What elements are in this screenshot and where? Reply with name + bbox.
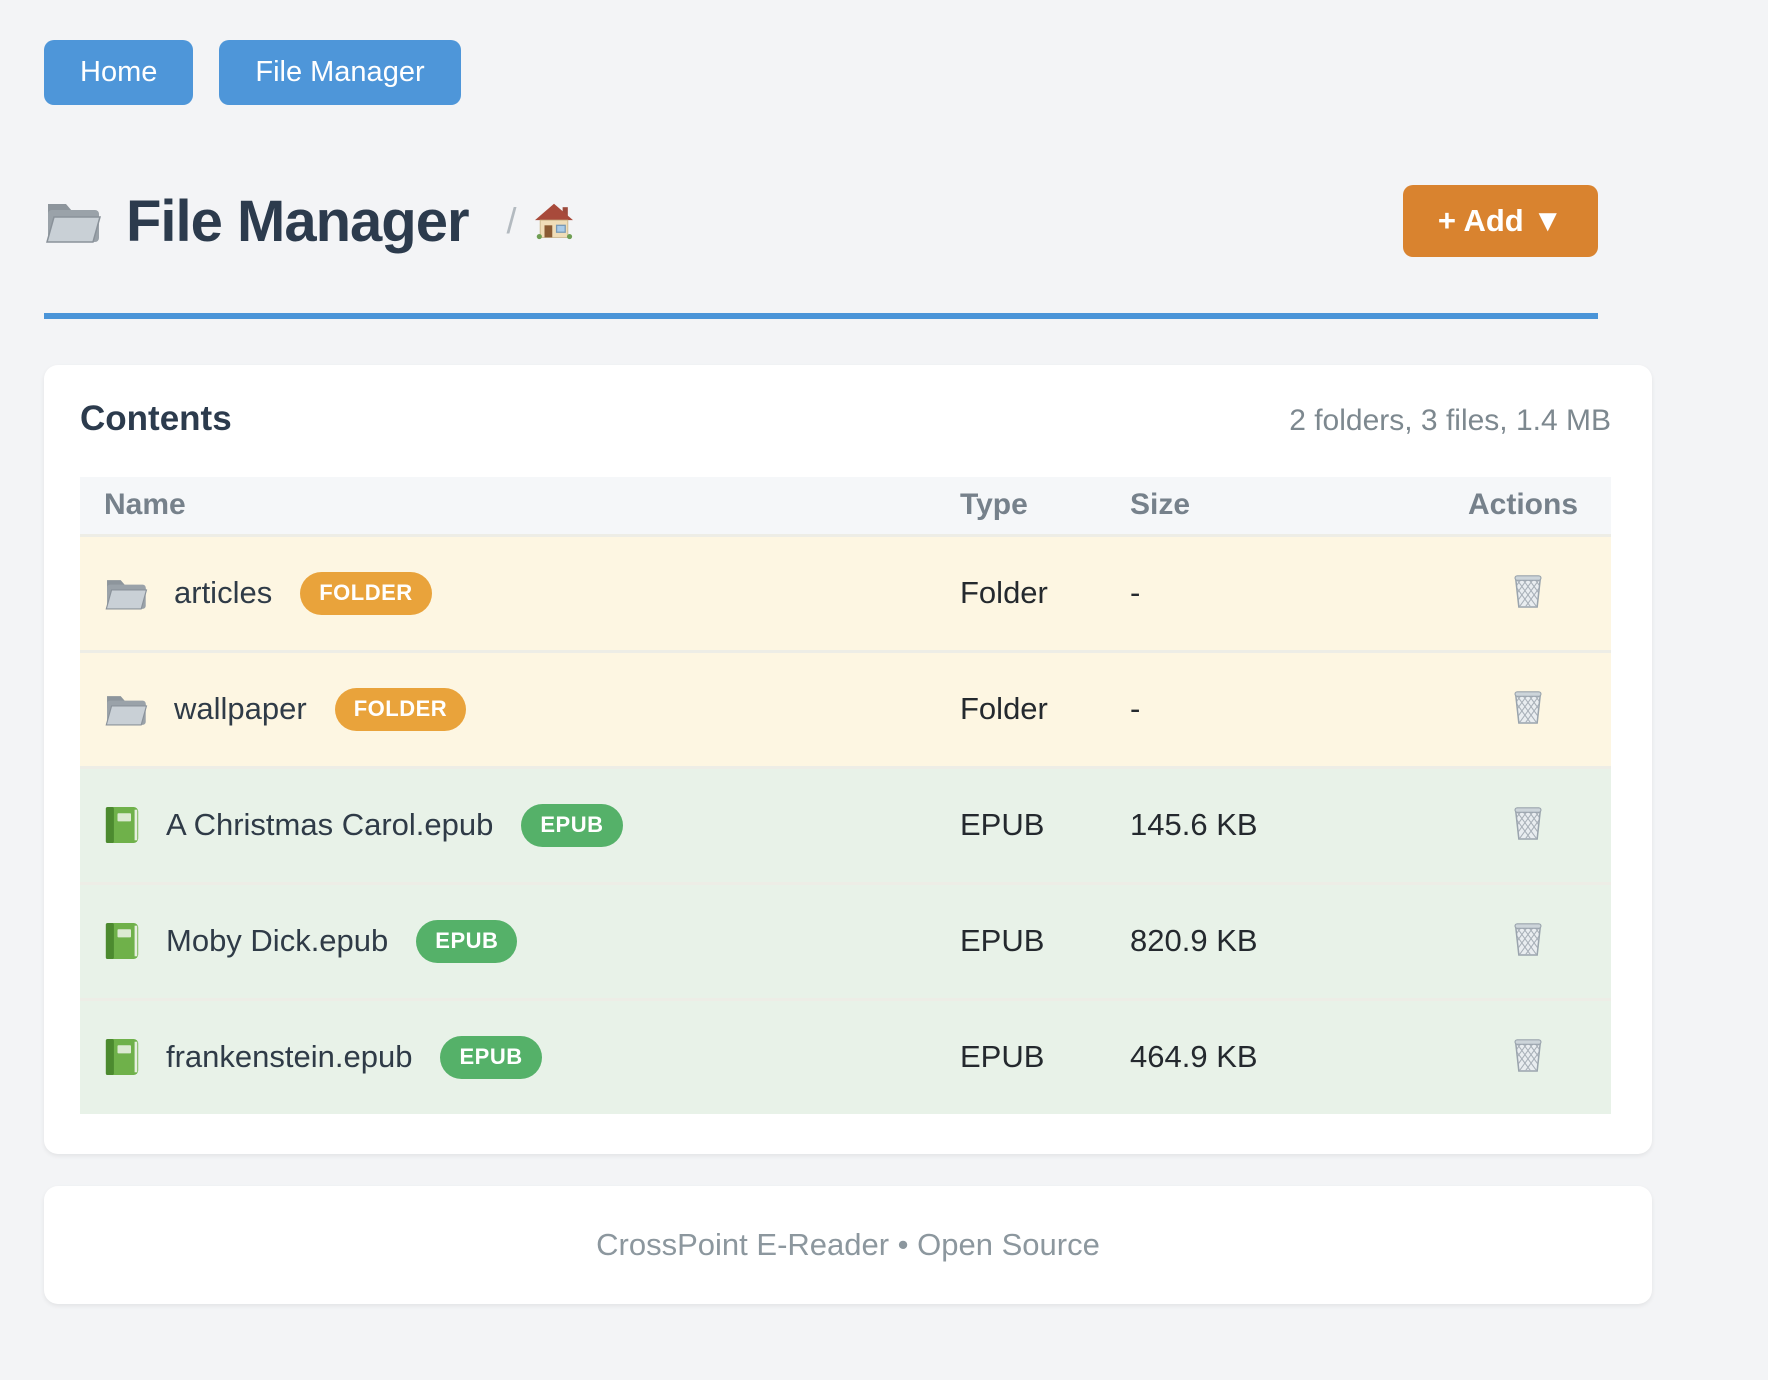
type-badge: EPUB (416, 920, 517, 963)
file-name-link[interactable]: frankenstein.epub (166, 1039, 412, 1075)
actions-cell (1444, 767, 1611, 883)
trash-icon[interactable] (1508, 684, 1548, 730)
contents-card-header: Contents 2 folders, 3 files, 1.4 MB (80, 397, 1611, 441)
table-header-row: Name Type Size Actions (80, 477, 1611, 536)
footer: CrossPoint E-Reader • Open Source (44, 1186, 1652, 1304)
column-header-size: Size (1106, 477, 1444, 536)
trash-icon[interactable] (1508, 800, 1548, 846)
size-cell: 145.6 KB (1106, 767, 1444, 883)
trash-icon[interactable] (1508, 1032, 1548, 1078)
book-icon (104, 805, 140, 845)
table-row: articles FOLDER Folder- (80, 535, 1611, 651)
table-row: Moby Dick.epubEPUBEPUB820.9 KB (80, 883, 1611, 999)
size-cell: 464.9 KB (1106, 999, 1444, 1114)
size-cell: 820.9 KB (1106, 883, 1444, 999)
type-cell: Folder (936, 535, 1106, 651)
file-name-link[interactable]: Moby Dick.epub (166, 923, 388, 959)
folder-icon (44, 196, 102, 246)
table-row: wallpaper FOLDER Folder- (80, 651, 1611, 767)
actions-cell (1444, 883, 1611, 999)
file-name-link[interactable]: articles (174, 575, 272, 611)
folder-icon (104, 574, 148, 612)
book-icon (104, 921, 140, 961)
type-badge: FOLDER (335, 688, 466, 731)
size-cell: - (1106, 535, 1444, 651)
house-icon[interactable] (535, 202, 573, 240)
table-row: frankenstein.epubEPUBEPUB464.9 KB (80, 999, 1611, 1114)
name-cell: Moby Dick.epub EPUB (80, 883, 936, 999)
add-button[interactable]: + Add ▼ (1403, 185, 1598, 257)
page: Home File Manager File Manager / (0, 0, 1768, 1304)
size-cell: - (1106, 651, 1444, 767)
top-nav: Home File Manager (44, 40, 1768, 105)
type-badge: EPUB (440, 1036, 541, 1079)
nav-home-button[interactable]: Home (44, 40, 193, 105)
type-badge: FOLDER (300, 572, 431, 615)
type-badge: EPUB (521, 804, 622, 847)
column-header-actions: Actions (1444, 477, 1611, 536)
title-group: File Manager / (44, 188, 573, 255)
type-cell: EPUB (936, 767, 1106, 883)
contents-card: Contents 2 folders, 3 files, 1.4 MB Name… (44, 365, 1652, 1154)
name-cell: articles FOLDER (80, 535, 936, 651)
page-header: File Manager / + Add ▼ (44, 185, 1598, 319)
name-cell: wallpaper FOLDER (80, 651, 936, 767)
column-header-type: Type (936, 477, 1106, 536)
nav-file-manager-button[interactable]: File Manager (219, 40, 460, 105)
page-title: File Manager (126, 188, 469, 255)
breadcrumb-separator: / (507, 200, 517, 242)
trash-icon[interactable] (1508, 568, 1548, 614)
footer-text: CrossPoint E-Reader • Open Source (596, 1227, 1100, 1263)
actions-cell (1444, 999, 1611, 1114)
file-table: Name Type Size Actions articles FOLDER Fol… (80, 477, 1611, 1114)
contents-summary: 2 folders, 3 files, 1.4 MB (1289, 404, 1611, 438)
type-cell: EPUB (936, 883, 1106, 999)
type-cell: EPUB (936, 999, 1106, 1114)
actions-cell (1444, 651, 1611, 767)
column-header-name: Name (80, 477, 936, 536)
type-cell: Folder (936, 651, 1106, 767)
trash-icon[interactable] (1508, 916, 1548, 962)
name-cell: A Christmas Carol.epub EPUB (80, 767, 936, 883)
actions-cell (1444, 535, 1611, 651)
folder-icon (104, 690, 148, 728)
file-name-link[interactable]: wallpaper (174, 691, 307, 727)
file-name-link[interactable]: A Christmas Carol.epub (166, 807, 493, 843)
contents-heading: Contents (80, 397, 232, 441)
name-cell: frankenstein.epub EPUB (80, 999, 936, 1114)
book-icon (104, 1037, 140, 1077)
table-row: A Christmas Carol.epubEPUBEPUB145.6 KB (80, 767, 1611, 883)
